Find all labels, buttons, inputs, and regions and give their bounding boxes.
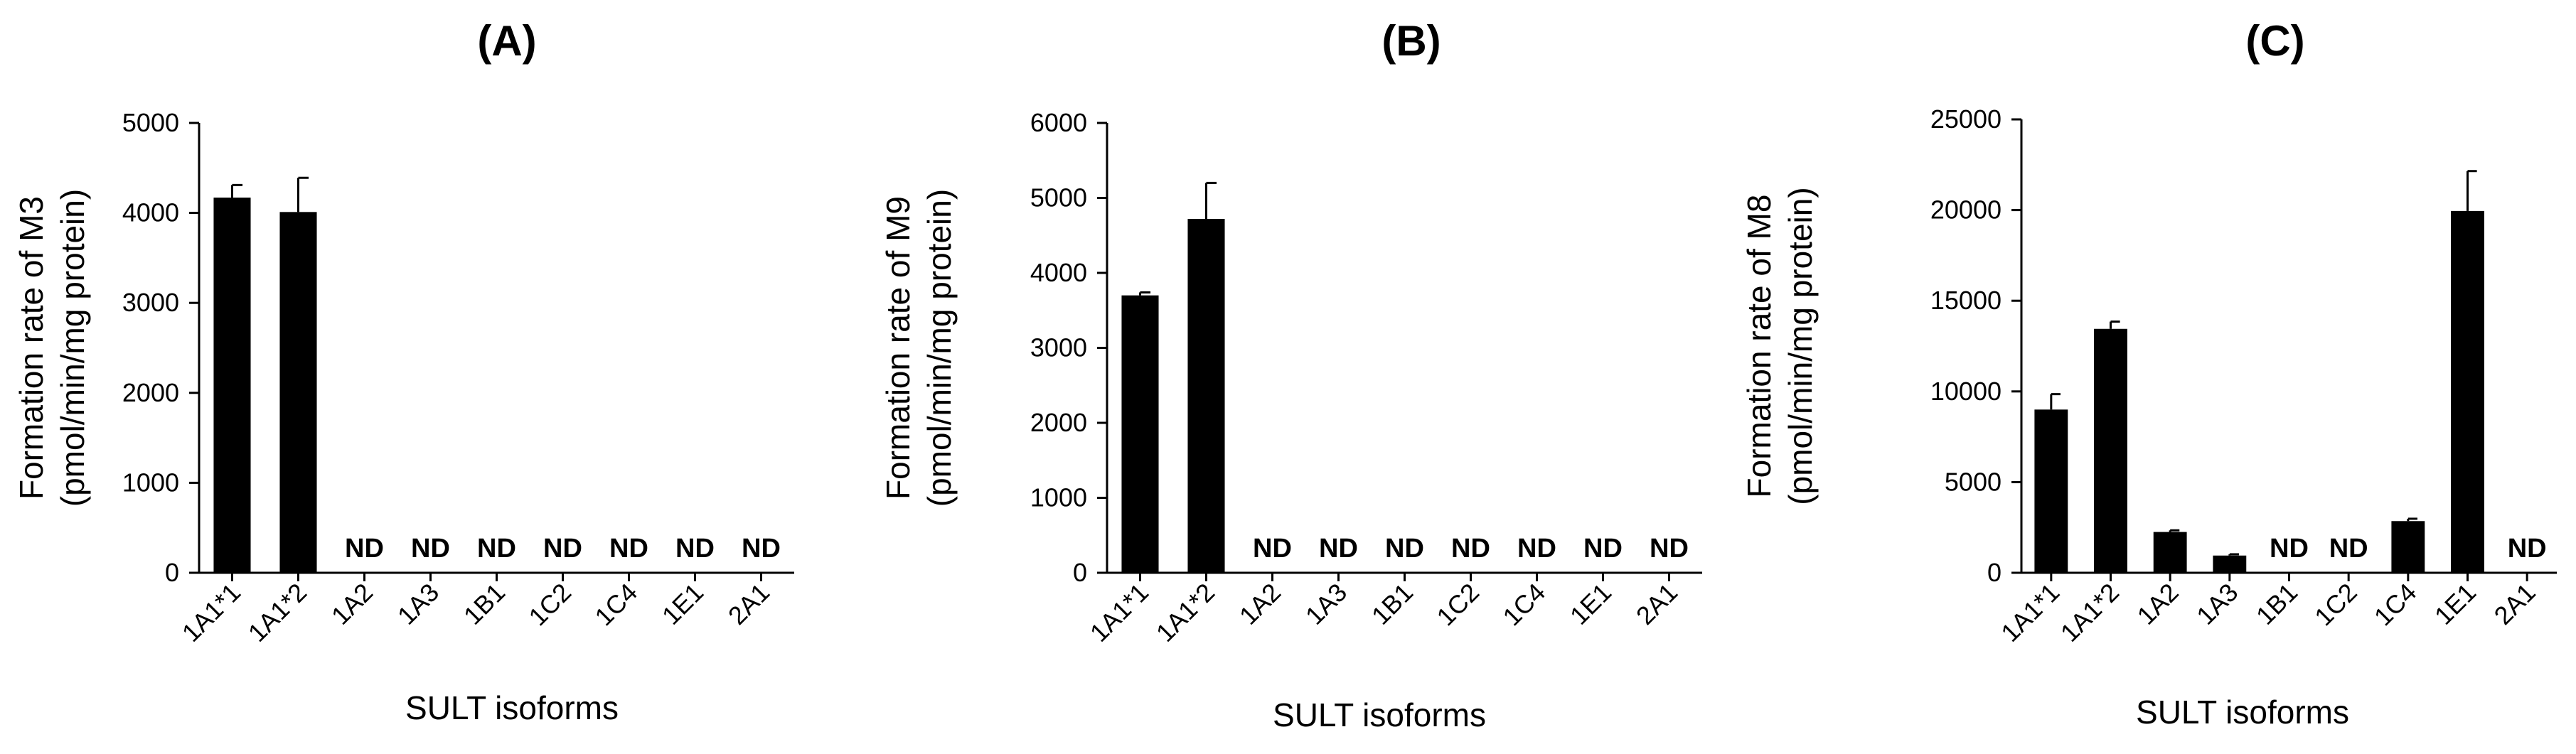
nd-label: ND (1517, 534, 1556, 564)
x-axis-label: SULT isoforms (1273, 696, 1486, 733)
y-tick-label: 10000 (1930, 377, 2002, 406)
x-tick-label: 1A1*1 (1084, 578, 1154, 647)
x-tick-label: 1C4 (1497, 578, 1551, 632)
x-tick-label: 1A1*2 (2055, 578, 2125, 647)
bar (213, 198, 251, 573)
x-tick-label: 1B1 (458, 578, 511, 630)
y-tick-label: 4000 (122, 198, 179, 227)
x-tick-label: 1A1*1 (176, 578, 246, 647)
y-tick-label: 20000 (1930, 195, 2002, 225)
nd-label: ND (543, 534, 582, 564)
x-tick-label: 1E1 (1564, 578, 1617, 630)
y-axis-label-units: (pmol/min/mg protein) (921, 189, 958, 507)
bar (2391, 521, 2425, 573)
x-tick-label: 1C4 (2368, 578, 2422, 632)
x-tick-label: 1C4 (589, 578, 643, 632)
y-axis-label: Formation rate of M9 (880, 196, 916, 500)
nd-label: ND (1253, 534, 1292, 564)
x-tick-label: 1A1*2 (242, 578, 312, 647)
x-tick-label: 1C2 (1431, 578, 1485, 632)
y-tick-label: 3000 (122, 288, 179, 317)
y-tick-label: 5000 (1030, 183, 1087, 212)
y-tick-label: 2000 (1030, 408, 1087, 437)
y-tick-label: 0 (165, 558, 179, 587)
nd-label: ND (1583, 534, 1623, 564)
y-tick-label: 15000 (1930, 286, 2002, 315)
bar (279, 212, 317, 573)
x-tick-label: 1A2 (2132, 578, 2184, 630)
nd-label: ND (1319, 534, 1358, 564)
panel-A: (A) Formation rate of M3 (pmol/min/mg prot… (13, 17, 794, 726)
nd-label: ND (345, 534, 384, 564)
x-tick-label: 2A1 (2489, 578, 2541, 630)
nd-label: ND (1451, 534, 1490, 564)
x-tick-label: 1A2 (1234, 578, 1286, 630)
x-tick-label: 2A1 (1630, 578, 1683, 630)
nd-label: ND (675, 534, 715, 564)
x-axis-label: SULT isoforms (405, 689, 619, 726)
y-tick-label: 2000 (122, 378, 179, 407)
y-axis-label-units: (pmol/min/mg protein) (54, 189, 91, 507)
y-axis-label-units: (pmol/min/mg protein) (1782, 187, 1819, 505)
bar (2213, 555, 2247, 573)
y-tick-label: 5000 (1945, 467, 2002, 496)
y-tick-label: 0 (1987, 558, 2002, 587)
x-tick-label: 1C2 (2309, 578, 2363, 632)
bar (2451, 210, 2484, 573)
y-tick-label: 3000 (1030, 333, 1087, 362)
y-tick-label: 25000 (1930, 104, 2002, 134)
x-tick-label: 1E1 (656, 578, 709, 630)
y-tick-label: 5000 (122, 108, 179, 137)
bar (1187, 219, 1225, 573)
x-axis-label: SULT isoforms (2136, 694, 2349, 731)
panel-title: (B) (1381, 17, 1441, 65)
x-tick-label: 1A1*1 (1995, 578, 2065, 647)
y-axis-label: Formation rate of M3 (13, 196, 50, 500)
nd-label: ND (2329, 534, 2368, 564)
y-tick-label: 1000 (122, 468, 179, 497)
bar (2034, 409, 2068, 573)
nd-label: ND (2508, 534, 2547, 564)
x-tick-label: 1A3 (1300, 578, 1352, 630)
y-tick-label: 0 (1073, 558, 1087, 587)
panel-title: (A) (477, 17, 536, 65)
x-tick-label: 1A3 (392, 578, 444, 630)
panel-title: (C) (2245, 17, 2304, 65)
x-tick-label: 1A3 (2191, 578, 2243, 630)
nd-label: ND (1385, 534, 1424, 564)
bar (1121, 295, 1159, 573)
nd-label: ND (609, 534, 648, 564)
x-tick-label: 1B1 (2250, 578, 2303, 630)
nd-label: ND (477, 534, 516, 564)
y-tick-label: 4000 (1030, 258, 1087, 287)
y-tick-label: 6000 (1030, 108, 1087, 137)
x-tick-label: 1B1 (1366, 578, 1418, 630)
x-tick-label: 1C2 (523, 578, 577, 632)
panel-B: (B) Formation rate of M9 (pmol/min/mg prot… (880, 17, 1702, 733)
nd-label: ND (2270, 534, 2309, 564)
nd-label: ND (742, 534, 781, 564)
bar (2094, 328, 2127, 573)
x-tick-label: 2A1 (722, 578, 775, 630)
bar (2153, 532, 2187, 573)
nd-label: ND (1650, 534, 1689, 564)
panel-C: (C) Formation rate of M8 (pmol/min/mg prot… (1741, 17, 2557, 731)
y-axis-label: Formation rate of M8 (1741, 195, 1778, 498)
x-tick-label: 1A2 (326, 578, 378, 630)
x-tick-label: 1E1 (2429, 578, 2481, 630)
nd-label: ND (411, 534, 450, 564)
x-tick-label: 1A1*2 (1150, 578, 1220, 647)
y-tick-label: 1000 (1030, 483, 1087, 512)
